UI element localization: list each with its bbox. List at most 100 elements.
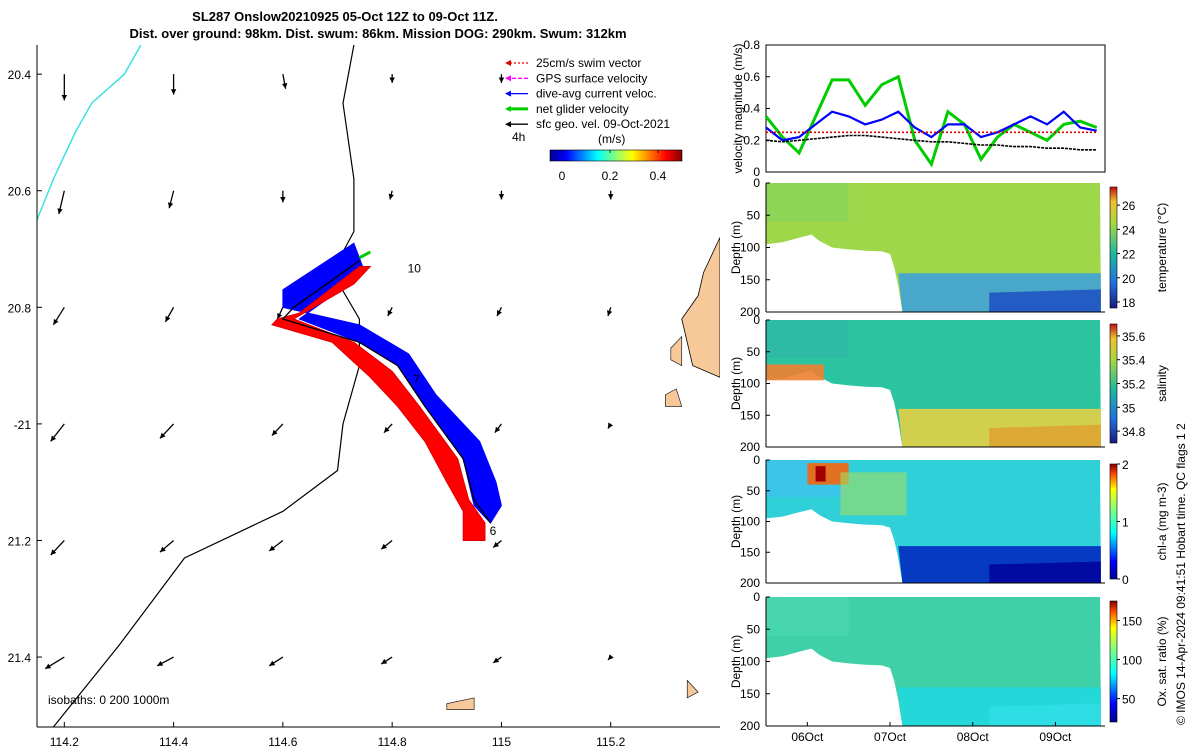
footer-note: © IMOS 14-Apr-2024 09:41:51 Hobart time.… — [1174, 423, 1188, 725]
colorbar-tick-label: 34.8 — [1122, 425, 1146, 439]
sfc-geo-arrow — [492, 539, 502, 548]
isobath-label: isobaths: 0 200 1000m — [48, 693, 169, 707]
legend-arrowhead — [505, 60, 511, 66]
sfc-geo-arrow — [388, 190, 394, 200]
colorbar-tick-label: 18 — [1122, 296, 1136, 310]
section-deep-core — [989, 289, 1101, 312]
colorbar-tick-label: 0.4 — [650, 169, 667, 183]
depth-tick-label: 100 — [740, 515, 760, 529]
isobath-0m — [37, 45, 142, 221]
colorbar-unit-tag: 4h — [512, 130, 525, 144]
sfc-geo-arrow — [271, 423, 284, 436]
velocity-series-line — [764, 74, 1098, 168]
sfc-geo-arrow — [167, 190, 175, 209]
sfc-geo-arrow — [268, 656, 284, 667]
depth-tick-label: 200 — [740, 719, 760, 733]
sfc-geo-arrow — [280, 190, 286, 203]
figure-title-line1: SL287 Onslow20210925 05-Oct 12Z to 09-Oc… — [192, 9, 498, 24]
sfc-geo-arrow — [50, 540, 65, 556]
section-panel: 0 50 100 150 200 Depth (m) 18 20 22 24 26 temperatu… — [729, 176, 1169, 319]
sfc-geo-arrow — [281, 74, 288, 89]
y-tick-label: 21.2 — [8, 534, 32, 548]
vel-y-tick-label: 0 — [753, 165, 760, 179]
x-tick-label: 114.6 — [268, 735, 297, 749]
figure-title-line2: Dist. over ground: 98km. Dist. swum: 86k… — [129, 26, 626, 41]
depth-tick-label: 200 — [740, 305, 760, 319]
y-tick-label: 20.8 — [8, 301, 32, 315]
track-day-label: 10 — [408, 262, 422, 276]
sfc-geo-arrow — [170, 74, 177, 95]
sfc-geo-arrow — [387, 307, 393, 317]
island-small-3 — [446, 697, 475, 710]
depth-tick-label: 100 — [740, 241, 760, 255]
colorbar-tick-label: 2 — [1122, 458, 1129, 472]
legend-item: sfc geo. vel. 09-Oct-2021 — [505, 117, 670, 131]
legend-arrowhead — [505, 75, 511, 82]
track-day-label: 6 — [490, 524, 497, 538]
depth-tick-label: 50 — [747, 484, 761, 498]
date-tick-label: 06Oct — [791, 730, 824, 744]
section-surface-patch — [766, 597, 849, 636]
x-tick-label: 115.2 — [596, 735, 625, 749]
vel-y-axis-label: velocity magnitude (m/s) — [731, 43, 745, 173]
depth-tick-label: 0 — [753, 176, 760, 190]
colorbar-title: chl-a (mg m-3) — [1155, 482, 1169, 560]
colorbar-tick-label: 26 — [1122, 199, 1136, 213]
sfc-geo-arrow — [380, 656, 393, 665]
colorbar-tick-label: 35.6 — [1122, 330, 1146, 344]
sfc-geo-arrow — [606, 307, 613, 317]
depth-tick-label: 200 — [740, 576, 760, 590]
sfc-geo-arrow — [383, 423, 393, 434]
section-deep-core — [989, 561, 1101, 583]
sfc-geo-arrow — [607, 654, 614, 661]
sfc-geo-arrow — [389, 74, 395, 83]
depth-axis-label: Depth (m) — [729, 221, 743, 274]
date-tick-label: 08Oct — [957, 730, 990, 744]
depth-axis-label: Depth (m) — [729, 495, 743, 548]
colorbar-tick-label: 24 — [1122, 223, 1136, 237]
section-panel: 0 50 100 150 200 Depth (m) 0 1 2 chl-a (mg m-3) — [729, 453, 1169, 590]
velocity-series-line — [765, 134, 1097, 151]
legend-item: dive-avg current veloc. — [505, 87, 657, 101]
depth-tick-label: 100 — [740, 655, 760, 669]
sfc-geo-arrow — [57, 190, 65, 215]
depth-tick-label: 150 — [740, 408, 760, 422]
sfc-geo-arrow — [498, 74, 505, 83]
y-tick-label: -21 — [14, 418, 32, 432]
sfc-geo-arrow — [607, 422, 614, 429]
vel-y-tick-label: 0.4 — [743, 102, 760, 116]
glider-track — [281, 260, 492, 524]
legend-label: dive-avg current veloc. — [536, 87, 657, 101]
depth-tick-label: 200 — [740, 440, 760, 454]
y-tick-label: 20.4 — [8, 68, 32, 82]
section-deep-core — [989, 703, 1101, 726]
section-colorbar — [1109, 186, 1118, 309]
legend-label: net glider velocity — [536, 102, 629, 116]
chl-mid-patch — [840, 472, 907, 516]
island-barrow — [681, 237, 720, 378]
colorbar-title: salinity — [1155, 365, 1169, 402]
sfc-geo-arrow — [276, 307, 284, 320]
vel-y-tick-label: 0.6 — [743, 70, 760, 84]
depth-tick-label: 0 — [753, 453, 760, 467]
depth-tick-label: 100 — [740, 377, 760, 391]
colorbar-label: (m/s) — [598, 132, 625, 146]
legend-item: GPS surface velocity — [505, 71, 647, 85]
section-deep-core — [989, 424, 1101, 447]
sfc-geo-arrow — [159, 423, 175, 439]
colorbar-tick-label: 0.2 — [602, 169, 619, 183]
velocity-series-line — [765, 110, 1097, 142]
depth-axis-label: Depth (m) — [729, 635, 743, 688]
vel-y-tick-label: 0.8 — [743, 38, 760, 52]
section-colorbar — [1109, 463, 1118, 580]
depth-axis-label: Depth (m) — [729, 357, 743, 410]
colorbar-tick-label: 35.2 — [1122, 378, 1146, 392]
colorbar-tick-label: 0 — [1122, 573, 1129, 587]
sal-high-patch — [766, 364, 824, 381]
x-tick-label: 114.2 — [50, 735, 79, 749]
colorbar-tick-label: 35.4 — [1122, 354, 1146, 368]
x-tick-label: 114.8 — [378, 735, 407, 749]
legend-arrowhead — [505, 105, 511, 112]
